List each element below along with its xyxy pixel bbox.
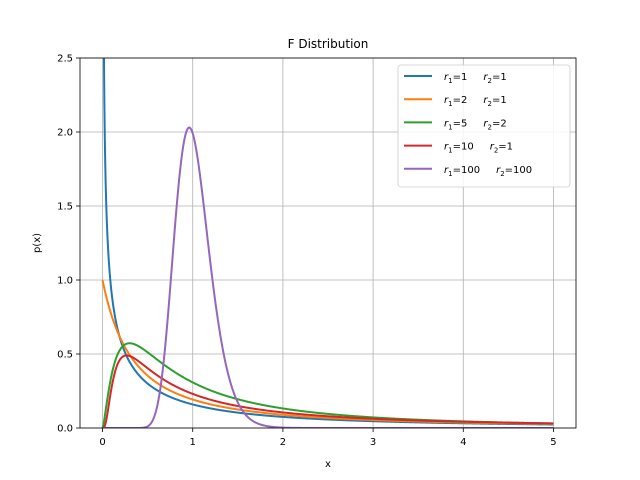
x-axis-ticks: 0 1 2 3 4 5: [99, 428, 557, 448]
legend-label-2: r1=5 r2=2: [444, 118, 507, 131]
x-axis-label: x: [325, 459, 331, 470]
x-tick-label-0: 0: [99, 437, 105, 448]
y-tick-label-4: 2.0: [57, 128, 73, 139]
y-tick-label-1: 0.5: [57, 350, 73, 361]
y-axis-ticks: 0.0 0.5 1.0 1.5 2.0 2.5: [57, 54, 80, 435]
chart-title: F Distribution: [288, 37, 369, 51]
series-line-0: [102, 58, 554, 426]
series-lines: [101, 58, 554, 428]
legend-box: [397, 64, 571, 188]
series-line-4: [102, 126, 554, 428]
legend-label-3: r1=10 r2=1: [444, 142, 513, 155]
x-tick-label-5: 5: [550, 437, 556, 448]
legend-label-4: r1=100 r2=100: [444, 165, 532, 178]
series-line-1: [101, 279, 554, 425]
y-tick-label-2: 1.0: [57, 276, 73, 287]
y-tick-label-3: 1.5: [57, 202, 73, 213]
x-tick-label-4: 4: [460, 437, 466, 448]
series-line-3: [102, 354, 554, 428]
x-tick-label-3: 3: [370, 437, 376, 448]
y-tick-label-0: 0.0: [57, 424, 73, 435]
x-tick-label-2: 2: [280, 437, 286, 448]
legend-label-0: r1=1 r2=1: [444, 72, 507, 85]
plot-frame: [79, 57, 577, 429]
y-axis-label: p(x): [32, 233, 43, 253]
y-tick-label-5: 2.5: [57, 54, 73, 65]
x-tick-label-1: 1: [190, 437, 196, 448]
legend-label-1: r1=2 r2=1: [444, 95, 507, 108]
legend: r1=1 r2=1 r1=2 r2=1 r1=5 r2=2 r1=10 r2=1 r1=100 r…: [397, 64, 571, 188]
